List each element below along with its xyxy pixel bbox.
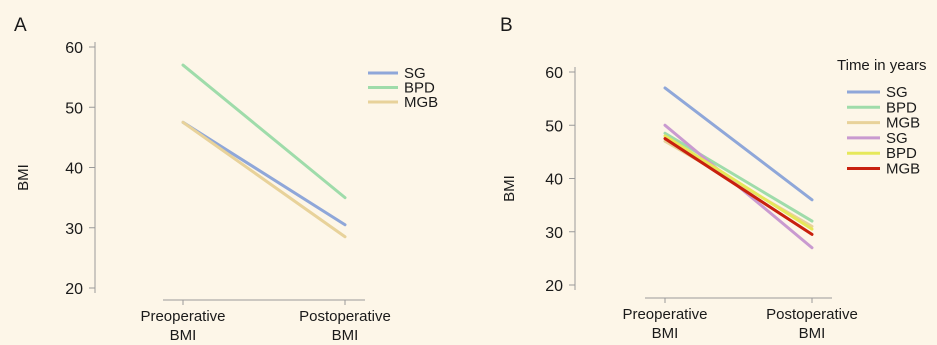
y-tick-label: 50 [545, 118, 563, 135]
legend-label: SG [404, 65, 426, 82]
series-line-sg-0 [181, 120, 347, 227]
legend-label: MGB [886, 115, 920, 132]
y-axis-title: BMI [15, 164, 32, 191]
legend-label: MGB [886, 161, 920, 178]
y-tick-label: 60 [65, 40, 83, 57]
legend-label: MGB [404, 94, 438, 111]
y-tick-label: 20 [65, 281, 83, 298]
legend-label: BPD [886, 145, 917, 162]
y-tick-label: 60 [545, 65, 563, 82]
series-line-bpd-1 [181, 63, 347, 200]
series-line-bpd-1 [663, 131, 814, 223]
y-tick-label: 50 [65, 100, 83, 117]
legend-label: BPD [404, 80, 435, 97]
y-tick-label: 40 [545, 172, 563, 189]
legend-label: SG [886, 84, 908, 101]
x-tick-label: Postoperative BMI [299, 308, 391, 344]
series-line-mgb-2 [181, 120, 347, 239]
y-tick-label: 40 [65, 161, 83, 178]
chart-panel-b: B 20 30 40 50 60 BMI Preoperative BMI Postoperati… [500, 15, 926, 342]
chart-panel-a: A 20 30 40 50 60 BMI Preoperative BMI Postoperati… [14, 15, 438, 344]
legend-label: BPD [886, 99, 917, 116]
legend-label: SG [886, 130, 908, 147]
x-tick-label: Preoperative BMI [622, 306, 707, 342]
panel-label: A [14, 15, 27, 36]
y-tick-label: 30 [545, 225, 563, 242]
y-tick-label: 30 [65, 221, 83, 238]
y-tick-label: 20 [545, 278, 563, 295]
series-line-mgb-5 [663, 137, 814, 236]
legend-title: Time in years [837, 57, 926, 74]
panel-label: B [500, 15, 513, 36]
series-line-bpd-4 [663, 134, 814, 231]
series-line-sg-0 [663, 86, 814, 202]
x-tick-label: Postoperative BMI [766, 306, 858, 342]
x-tick-label: Preoperative BMI [140, 308, 225, 344]
y-axis-title: BMI [501, 175, 518, 202]
